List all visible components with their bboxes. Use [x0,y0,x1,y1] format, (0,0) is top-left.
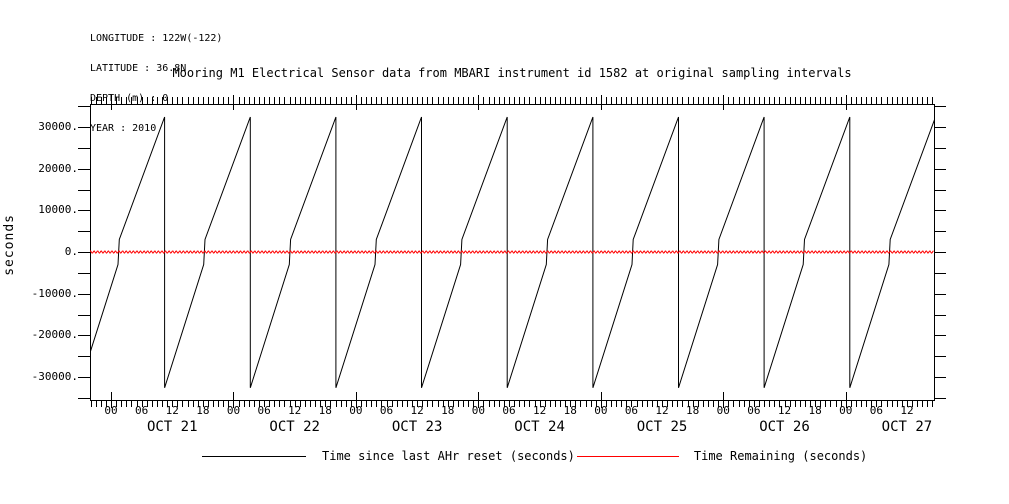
x-hour-label: 06 [379,404,394,417]
meta-depth: DEPTH (m) : 0 [90,93,169,104]
x-hour-label: 00 [594,404,608,417]
x-hour-label: 00 [104,404,118,417]
y-tick-label: -20000. [31,328,78,342]
x-hour-label: 12 [900,404,914,417]
x-hour-label: 06 [135,404,149,417]
meta-year: YEAR : 2010 [90,123,157,134]
x-hour-label: 12 [655,404,669,417]
y-tick-label: -10000. [31,286,78,300]
x-date-label: OCT 21 [146,419,198,435]
x-hour-label: 00 [349,404,363,417]
legend-label-time-remaining: Time Remaining (seconds) [693,449,868,463]
x-date-label: OCT 26 [759,419,810,435]
x-date-label: OCT 24 [514,419,565,435]
y-tick-label: 30000. [38,120,78,133]
x-hour-label: 18 [196,404,210,417]
x-hour-label: 18 [808,404,822,417]
chart-title: Mooring M1 Electrical Sensor data from M… [172,66,852,80]
x-hour-label: 00 [839,404,853,417]
x-hour-label: 12 [288,404,302,417]
y-tick-label: 0. [64,245,78,258]
y-tick-label: 20000. [38,161,78,175]
x-hour-label: 18 [318,404,332,417]
x-hour-label: 06 [747,404,761,417]
x-hour-label: 18 [563,404,577,417]
series-line-time-remaining [90,250,934,254]
axis-ticks [78,95,946,408]
x-hour-label: 06 [257,404,271,417]
x-date-label: OCT 23 [391,419,443,435]
x-hour-label: 06 [624,404,639,417]
y-tick-label: -30000. [31,370,78,383]
metadata-block: LONGITUDE : 122W(-122) LATITUDE : 36.8N … [90,14,222,154]
x-hour-label: 00 [226,404,241,417]
x-date-label: OCT 27 [881,419,933,435]
x-hour-label: 12 [410,404,424,417]
legend-label-time-since-reset: Time since last AHr reset (seconds) [322,449,575,463]
x-date-label: OCT 22 [269,419,320,435]
meta-latitude: LATITUDE : 36.8N [90,63,187,74]
x-hour-label: 00 [716,404,730,417]
x-date-label: OCT 25 [636,419,688,435]
legend: Time since last AHr reset (seconds) Time… [202,449,867,463]
x-hour-label: 18 [686,404,700,417]
x-hour-label: 06 [502,404,516,417]
legend-line-black [202,455,306,457]
x-hour-label: 12 [777,404,792,417]
x-hour-label: 12 [532,404,547,417]
x-hour-label: 12 [165,404,179,417]
meta-longitude: LONGITUDE : 122W(-122) [90,33,223,44]
y-tick-label: 10000. [38,203,78,217]
x-hour-label: 06 [869,404,883,417]
x-hour-label: 00 [471,404,485,417]
series-line-time-since-reset [90,116,934,388]
legend-line-red [576,455,679,457]
x-hour-label: 18 [441,404,455,417]
